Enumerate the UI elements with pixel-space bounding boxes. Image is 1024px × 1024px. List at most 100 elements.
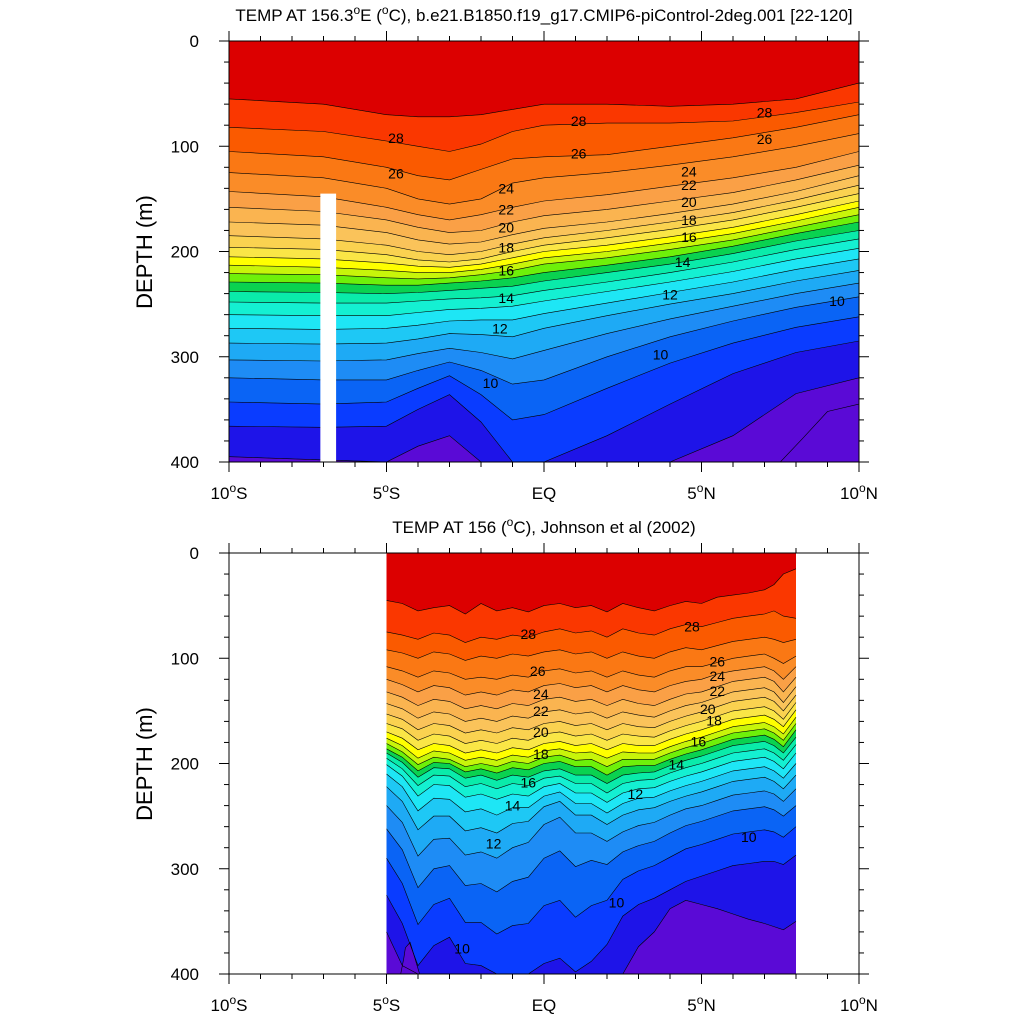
y-tick-label: 100 xyxy=(171,137,199,156)
isotherm-25 xyxy=(386,666,797,696)
temperature-band-10-11 xyxy=(386,788,796,892)
temperature-band-14-15 xyxy=(229,238,859,316)
y-tick-label: 300 xyxy=(171,860,199,879)
isotherm-9 xyxy=(229,316,859,421)
contour-label: 22 xyxy=(533,703,549,719)
missing-data-column xyxy=(320,193,337,462)
temperature-band-below-6 xyxy=(780,404,859,462)
isotherm-20 xyxy=(229,200,859,268)
temperature-band-27-28 xyxy=(229,102,859,180)
contour-label: 28 xyxy=(757,105,773,121)
contour-label: 20 xyxy=(700,701,716,717)
contour-label: 18 xyxy=(706,712,722,728)
x-tick-label: 5oN xyxy=(687,993,715,1015)
contour-label: 16 xyxy=(691,733,707,749)
isotherm-23 xyxy=(229,175,859,245)
temperature-band-23-24 xyxy=(386,677,796,722)
isotherm-18 xyxy=(229,214,859,280)
contour-label: 14 xyxy=(669,757,685,773)
contour-label: 10 xyxy=(653,347,669,363)
contour-label: 10 xyxy=(829,293,845,309)
temperature-band-8-9 xyxy=(386,826,796,974)
x-tick-label: 5oS xyxy=(373,481,401,503)
x-tick-label: 10oS xyxy=(211,481,248,503)
temperature-band-14-15 xyxy=(386,744,796,803)
y-tick-label: 200 xyxy=(171,243,199,262)
temperature-band-12-13 xyxy=(386,763,796,833)
temperature-band-below-7 xyxy=(386,900,796,974)
isotherm-10 xyxy=(229,296,859,385)
temperature-band-24-25 xyxy=(386,666,796,709)
model-panel: TEMP AT 156.3oE (oC), b.e21.B1850.f19_g1… xyxy=(132,3,878,503)
temperature-band-9-10 xyxy=(386,805,796,934)
isotherm-14 xyxy=(386,752,797,803)
temperature-band-18-19 xyxy=(386,717,796,767)
contour-label: 22 xyxy=(709,683,725,699)
x-tick-label: 10oN xyxy=(840,993,878,1015)
contour-label: 12 xyxy=(628,786,644,802)
temperature-band-26-27 xyxy=(386,637,796,680)
contour-label: 18 xyxy=(498,239,514,255)
isotherm-15 xyxy=(386,744,797,794)
temperature-band-7-8 xyxy=(386,855,796,974)
y-axis-label: DEPTH (m) xyxy=(132,195,157,309)
contour-label: 28 xyxy=(571,113,587,129)
contour-label: 20 xyxy=(533,724,549,740)
isotherm-13 xyxy=(229,258,859,330)
contour-label: 12 xyxy=(492,320,508,336)
temperature-band-11-12 xyxy=(386,775,796,859)
isotherm-8 xyxy=(386,854,797,974)
temperature-band-11-12 xyxy=(229,270,859,361)
isotherm-21 xyxy=(229,193,859,263)
contour-label: 16 xyxy=(498,262,514,278)
contour-label: 24 xyxy=(681,164,697,180)
isotherm-13 xyxy=(386,763,797,816)
isotherm-12 xyxy=(386,774,797,834)
isotherm-17 xyxy=(229,221,859,286)
contour-label: 12 xyxy=(486,835,502,851)
contour-label: 20 xyxy=(681,194,697,210)
temperature-band-8-9 xyxy=(229,316,859,462)
isotherm-10 xyxy=(386,805,797,893)
contour-label: 18 xyxy=(533,746,549,762)
x-tick-label: EQ xyxy=(532,996,557,1015)
isotherm-29 xyxy=(229,82,859,118)
temperature-band-16-17 xyxy=(386,729,796,784)
isotherm-19 xyxy=(386,717,797,761)
temperature-band-27-28 xyxy=(386,610,796,661)
temperature-band-13-14 xyxy=(229,248,859,330)
temperature-band-7-8 xyxy=(229,341,859,462)
contour-label: 24 xyxy=(533,686,549,702)
contour-label: 14 xyxy=(498,290,514,306)
y-tick-label: 400 xyxy=(171,453,199,472)
contour-label: 14 xyxy=(505,798,521,814)
isotherm-20 xyxy=(386,709,797,754)
temperature-band-29-plus xyxy=(229,41,859,117)
temperature-band-13-14 xyxy=(386,753,796,816)
isotherm-26 xyxy=(229,133,859,205)
temperature-band-25-26 xyxy=(386,654,796,696)
contour-label: 24 xyxy=(709,668,725,684)
isotherm-29 xyxy=(386,568,797,615)
temperature-band-18-19 xyxy=(229,207,859,279)
temperature-band-25-26 xyxy=(229,133,859,220)
x-tick-label: 10oS xyxy=(211,993,248,1015)
isotherm-21 xyxy=(386,702,797,744)
contour-label: 26 xyxy=(530,663,546,679)
temperature-band-26-27 xyxy=(229,114,859,205)
isotherm-9 xyxy=(386,826,797,935)
x-tick-label: 10oN xyxy=(840,481,878,503)
contour-label: 28 xyxy=(388,130,404,146)
temperature-band-19-20 xyxy=(229,201,859,273)
contour-label: 28 xyxy=(520,626,536,642)
contour-plot: 2828282626262424222220201818161614141212… xyxy=(171,31,878,503)
contour-label: 10 xyxy=(741,829,757,845)
temperature-band-29-plus xyxy=(386,553,796,614)
contour-label: 26 xyxy=(757,131,773,147)
temperature-band-23-24 xyxy=(229,165,859,245)
isotherm-18 xyxy=(386,723,797,768)
contour-label: 26 xyxy=(388,166,404,182)
isotherm-27 xyxy=(229,114,859,181)
panel-title: TEMP AT 156.3oE (oC), b.e21.B1850.f19_g1… xyxy=(235,3,852,25)
